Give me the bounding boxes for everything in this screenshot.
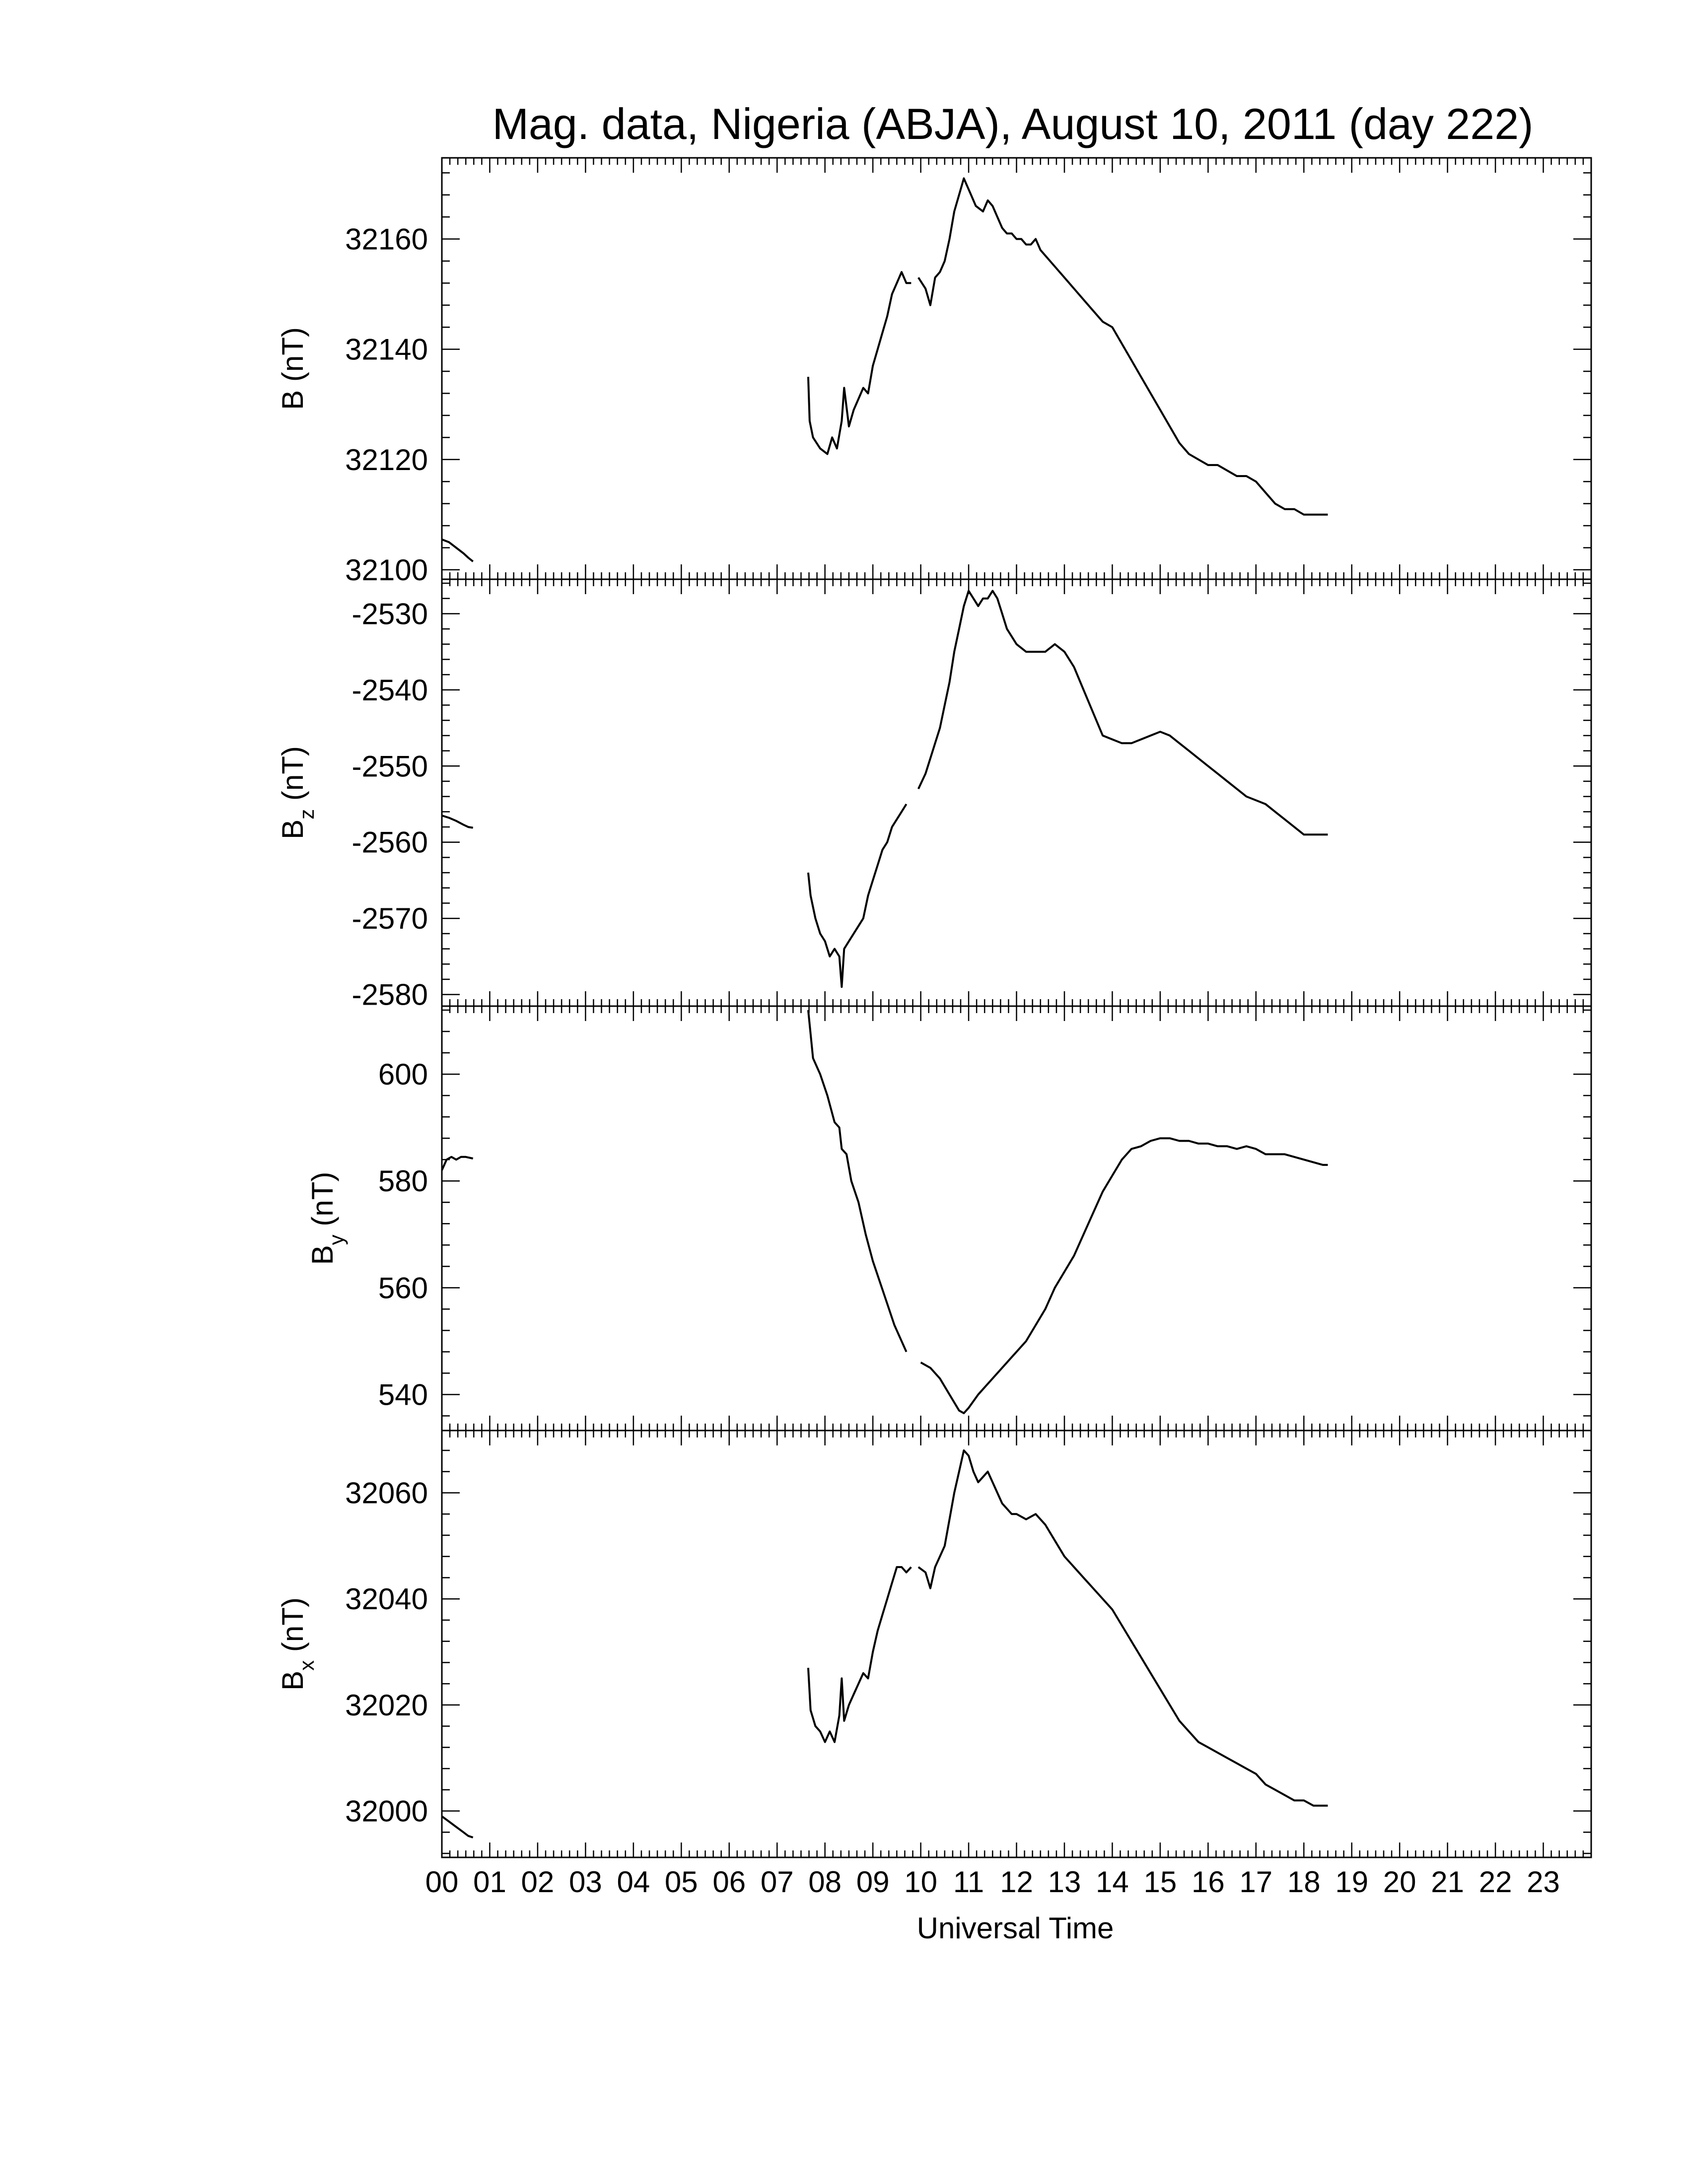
x-axis-label: Universal Time (917, 1911, 1114, 1945)
x-tick-label: 12 (1000, 1865, 1033, 1899)
series-line-B-0 (441, 538, 474, 562)
y-tick-label-Bz: -2550 (352, 750, 428, 783)
y-label-sub: y (325, 1234, 348, 1245)
panel-frame-Bx (441, 1430, 1592, 1858)
x-tick-label: 09 (856, 1865, 890, 1899)
x-tick-label: 10 (904, 1865, 937, 1899)
y-axis-label-Bx: Bx (nT) (276, 1597, 318, 1691)
y-label-sub: x (295, 1660, 318, 1671)
y-tick-label-B: 32100 (345, 553, 428, 587)
series-line-Bz-1 (807, 803, 908, 988)
x-tick-label: 06 (712, 1865, 746, 1899)
panels: 32100 32120 32140 32160 B (nT) -2580 -2570 -256… (276, 157, 1592, 1858)
x-tick-label: 03 (569, 1865, 602, 1899)
x-tick-label: 13 (1048, 1865, 1081, 1899)
x-tick-label: 00 (425, 1865, 459, 1899)
series-line-Bx-1 (807, 1566, 912, 1743)
x-tick-label: 11 (953, 1865, 984, 1899)
y-label-unit: (nT) (306, 1172, 339, 1235)
panel-frame-B (441, 157, 1592, 580)
panel-By: 540 560 580 600 By (nT) (306, 1005, 1592, 1432)
y-tick-label-Bz: -2580 (352, 978, 428, 1012)
y-tick-label-By: 580 (378, 1164, 428, 1198)
y-label-main: B (276, 819, 309, 839)
y-label-main: B (306, 1245, 339, 1265)
x-tick-label: 23 (1527, 1865, 1560, 1899)
series-line-B-2 (917, 177, 1328, 516)
x-tick-label: 22 (1479, 1865, 1512, 1899)
series-line-Bx-2 (917, 1449, 1328, 1807)
y-tick-label-Bz: -2540 (352, 674, 428, 707)
panel-Bx: 32000 32020 32040 32060 Bx (nT) (276, 1430, 1592, 1858)
y-label-main: B (276, 390, 309, 410)
y-tick-label-Bx: 32040 (345, 1582, 428, 1616)
x-tick-label: 04 (617, 1865, 650, 1899)
y-tick-label-B: 32120 (345, 443, 428, 477)
x-tick-label: 02 (521, 1865, 555, 1899)
x-tick-label: 20 (1383, 1865, 1416, 1899)
y-tick-label-Bx: 32020 (345, 1689, 428, 1722)
series-line-Bx-0 (441, 1815, 474, 1839)
y-label-sub: z (295, 809, 318, 819)
x-tick-label: 21 (1431, 1865, 1464, 1899)
series-line-B-1 (807, 271, 912, 455)
y-tick-label-By: 540 (378, 1378, 428, 1411)
y-tick-label-By: 600 (378, 1058, 428, 1091)
panel-frame-By (441, 1005, 1592, 1432)
x-tick-labels: 00 01 02 03 04 05 06 07 08 09 10 11 12 13 14 15 16 17 18 19… (425, 1865, 1560, 1899)
x-tick-label: 19 (1335, 1865, 1368, 1899)
panel-B: 32100 32120 32140 32160 B (nT) (276, 157, 1592, 587)
y-tick-label-B: 32140 (345, 333, 428, 366)
y-tick-label-Bx: 32060 (345, 1477, 428, 1510)
x-tick-label: 01 (473, 1865, 506, 1899)
series-line-Bz-0 (441, 815, 474, 829)
y-label-unit: (nT) (276, 746, 309, 809)
y-tick-label-B: 32160 (345, 222, 428, 256)
panel-Bz: -2580 -2570 -2560 -2550 -2540 -2530 Bz (nT) (276, 578, 1592, 1012)
y-label-main: B (276, 1671, 309, 1691)
x-tick-label: 07 (761, 1865, 794, 1899)
chart-title: Mag. data, Nigeria (ABJA), August 10, 20… (492, 99, 1534, 148)
series-line-Bz-2 (917, 590, 1328, 836)
y-axis-label-Bz: Bz (nT) (276, 746, 318, 839)
y-tick-label-Bz: -2570 (352, 902, 428, 935)
y-tick-label-Bz: -2560 (352, 826, 428, 859)
series-line-By-1 (807, 1010, 908, 1353)
y-label-unit: (nT) (276, 1597, 309, 1660)
x-tick-label: 18 (1287, 1865, 1321, 1899)
y-axis-label-B: B (nT) (276, 327, 309, 410)
x-tick-label: 16 (1192, 1865, 1225, 1899)
series-line-By-0 (441, 1156, 474, 1171)
y-tick-label-By: 560 (378, 1271, 428, 1304)
x-tick-label: 15 (1144, 1865, 1177, 1899)
x-tick-label: 08 (808, 1865, 842, 1899)
y-axis-label-By: By (nT) (306, 1172, 348, 1265)
y-tick-label-Bx: 32000 (345, 1795, 428, 1828)
x-tick-label: 17 (1239, 1865, 1272, 1899)
y-tick-label-Bz: -2530 (352, 597, 428, 630)
x-tick-label: 14 (1096, 1865, 1129, 1899)
y-label-unit: (nT) (276, 327, 309, 390)
series-line-By-2 (920, 1137, 1328, 1415)
x-tick-label: 05 (665, 1865, 698, 1899)
